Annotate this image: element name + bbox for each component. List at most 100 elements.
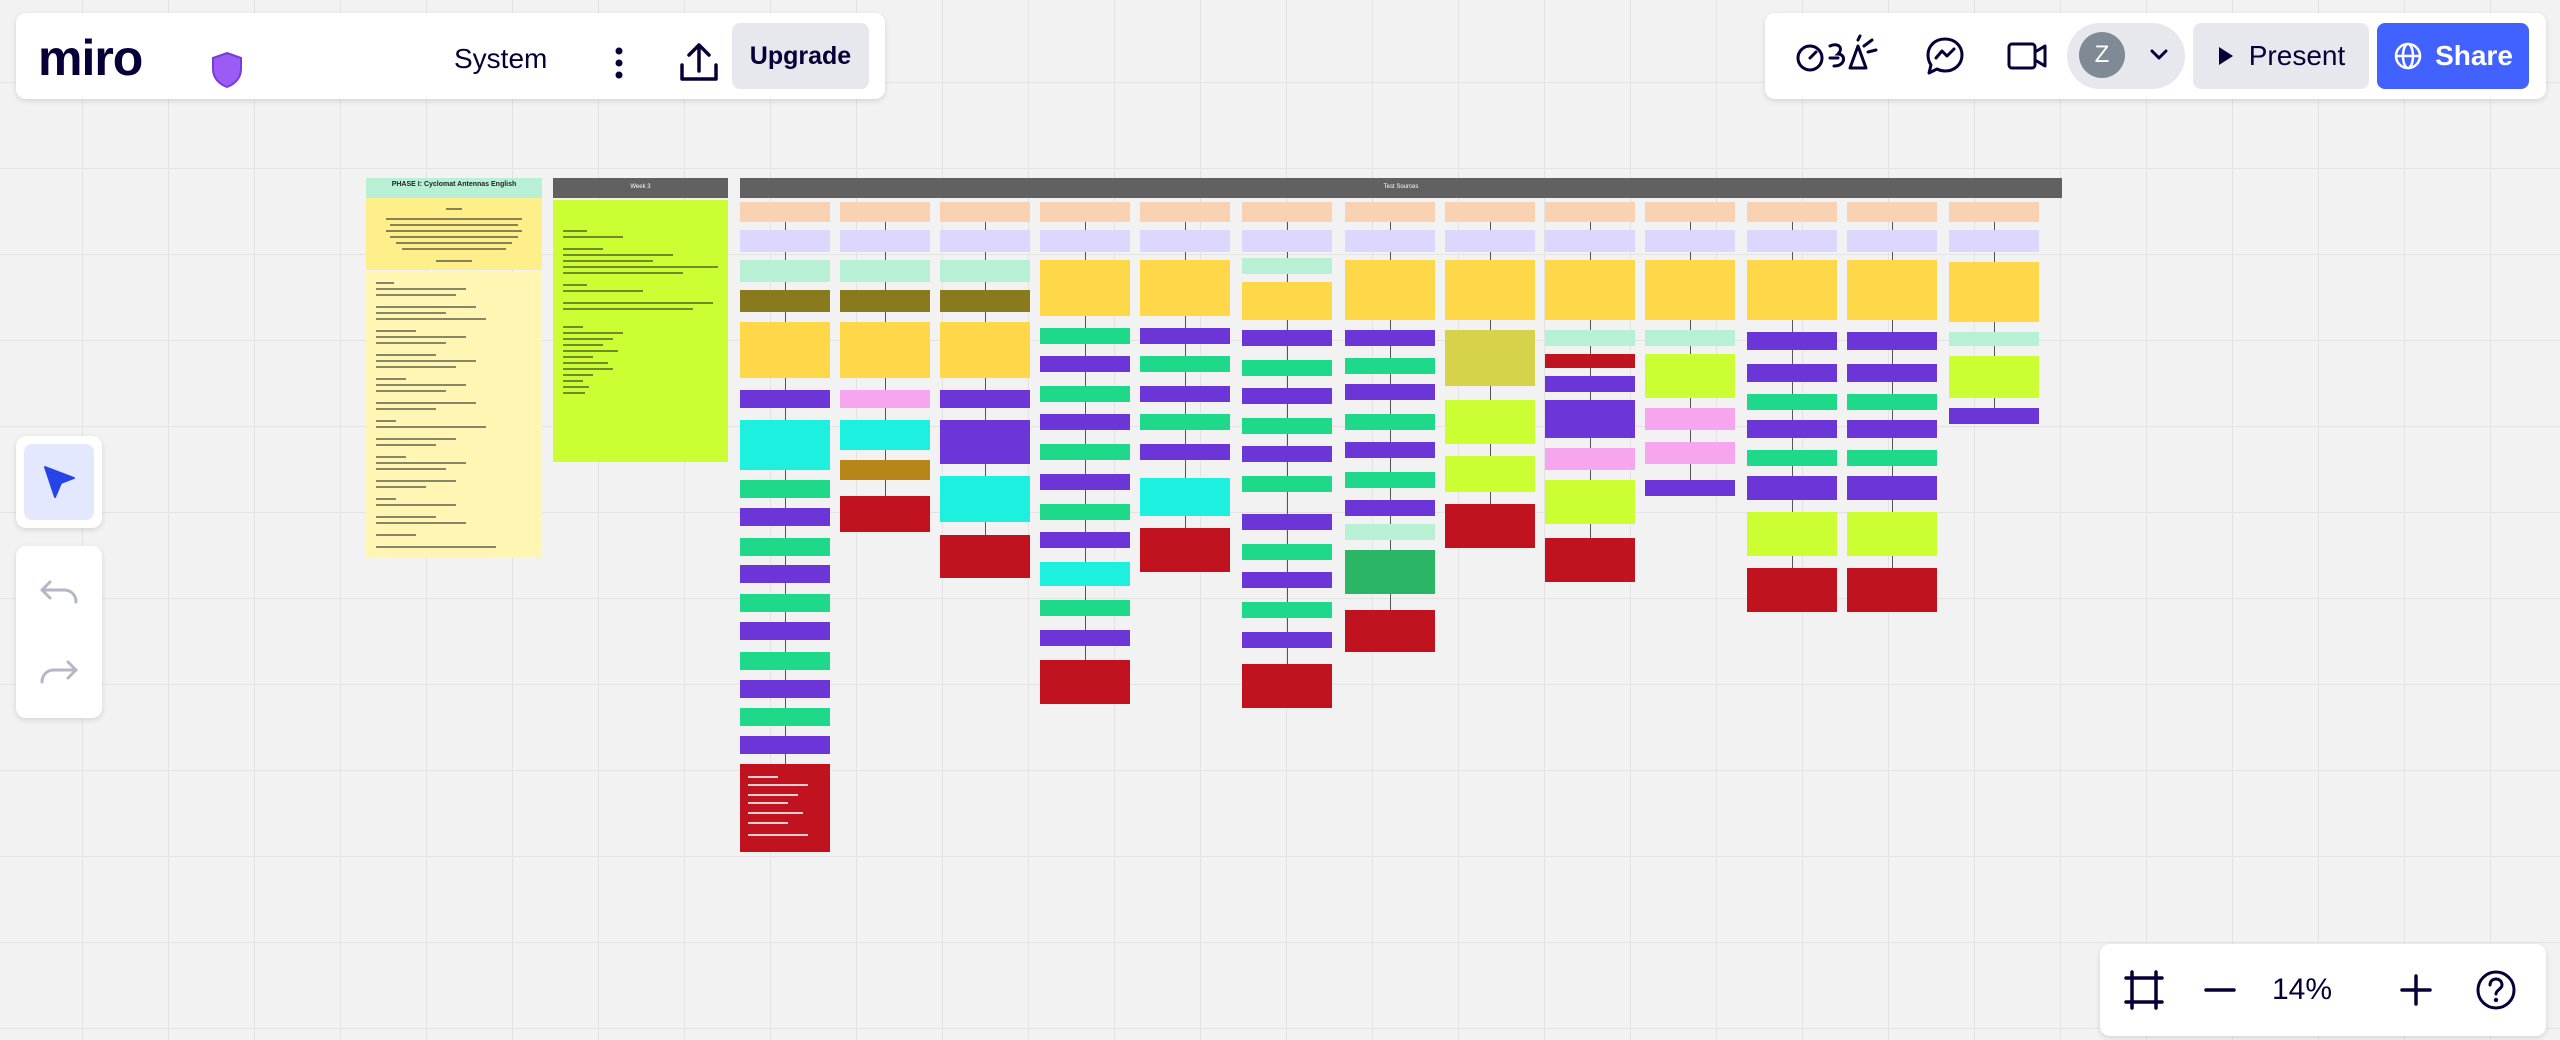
sticky-note[interactable] <box>740 708 830 726</box>
connector-line[interactable] <box>1792 222 1793 612</box>
sticky-note[interactable] <box>1140 386 1230 402</box>
sticky-note[interactable] <box>1445 456 1535 492</box>
zoom-out-button[interactable] <box>2200 944 2240 1036</box>
sticky-note[interactable] <box>1345 550 1435 594</box>
sticky-note[interactable] <box>1645 442 1735 464</box>
sticky-note[interactable] <box>1445 504 1535 548</box>
sticky-note[interactable] <box>1345 472 1435 488</box>
board-name[interactable]: System <box>454 43 548 74</box>
sticky-note[interactable] <box>940 290 1030 312</box>
sticky-note[interactable] <box>1445 202 1535 222</box>
sticky-note[interactable] <box>1545 376 1635 392</box>
video-call-button[interactable] <box>1999 13 2055 99</box>
sticky-note[interactable] <box>1242 202 1332 222</box>
sticky-note[interactable] <box>1345 358 1435 374</box>
sticky-note[interactable] <box>1242 282 1332 320</box>
sticky-note[interactable] <box>1345 414 1435 430</box>
sticky-note[interactable] <box>1345 500 1435 516</box>
sticky-note[interactable] <box>1645 260 1735 320</box>
sticky-note-header[interactable]: PHASE I: Cyclomat Antennas English <box>366 178 542 198</box>
frame-header[interactable]: Test Sources <box>740 178 2062 198</box>
sticky-note[interactable] <box>1847 450 1937 466</box>
sticky-note[interactable] <box>840 230 930 252</box>
sticky-note[interactable] <box>1747 450 1837 466</box>
sticky-note[interactable] <box>1949 332 2039 346</box>
sticky-note[interactable] <box>1040 386 1130 402</box>
sticky-note[interactable] <box>1242 632 1332 648</box>
sticky-note[interactable] <box>1747 476 1837 500</box>
sticky-note[interactable] <box>1140 414 1230 430</box>
sticky-note[interactable] <box>840 202 930 222</box>
sticky-note[interactable] <box>840 390 930 408</box>
sticky-note[interactable] <box>1747 202 1837 222</box>
collaborators-menu[interactable]: Z <box>2067 23 2185 89</box>
sticky-note[interactable] <box>740 680 830 698</box>
sticky-note[interactable] <box>1345 260 1435 320</box>
sticky-note[interactable] <box>1847 332 1937 350</box>
sticky-note[interactable] <box>1040 660 1130 704</box>
sticky-note[interactable] <box>1847 476 1937 500</box>
sticky-note[interactable] <box>1949 230 2039 252</box>
connector-line[interactable] <box>1994 222 1995 424</box>
sticky-note[interactable] <box>1345 610 1435 652</box>
sticky-note[interactable] <box>940 322 1030 378</box>
chat-button[interactable] <box>1917 13 1973 99</box>
sticky-note[interactable] <box>840 290 930 312</box>
sticky-note[interactable] <box>1242 664 1332 708</box>
sticky-note[interactable] <box>1545 230 1635 252</box>
sticky-note[interactable] <box>1847 260 1937 320</box>
sticky-note[interactable] <box>1040 630 1130 646</box>
sticky-note[interactable] <box>740 764 830 852</box>
connector-line[interactable] <box>1287 222 1288 708</box>
sticky-note[interactable] <box>1040 504 1130 520</box>
sticky-note[interactable] <box>553 200 728 462</box>
sticky-note[interactable] <box>1040 600 1130 616</box>
sticky-note[interactable] <box>1445 230 1535 252</box>
sticky-note[interactable] <box>740 736 830 754</box>
sticky-note[interactable] <box>740 538 830 556</box>
sticky-note[interactable] <box>1747 332 1837 350</box>
sticky-note[interactable] <box>1242 602 1332 618</box>
sticky-note[interactable] <box>1747 568 1837 612</box>
connector-line[interactable] <box>1892 222 1893 612</box>
sticky-note[interactable] <box>1847 420 1937 438</box>
sticky-note[interactable] <box>1040 328 1130 344</box>
sticky-note[interactable] <box>1847 202 1937 222</box>
sticky-note[interactable] <box>1847 394 1937 410</box>
sticky-note[interactable] <box>1847 512 1937 556</box>
sticky-note[interactable] <box>1949 202 2039 222</box>
sticky-note[interactable] <box>1545 480 1635 524</box>
sticky-note[interactable] <box>1645 480 1735 496</box>
sticky-note[interactable] <box>1040 230 1130 252</box>
sticky-note[interactable] <box>1645 330 1735 346</box>
sticky-note[interactable] <box>1040 562 1130 586</box>
reactions-button[interactable] <box>1793 13 1879 99</box>
sticky-note[interactable] <box>1040 260 1130 316</box>
zoom-in-button[interactable] <box>2396 944 2436 1036</box>
sticky-note[interactable] <box>366 198 542 270</box>
sticky-note[interactable] <box>740 390 830 408</box>
sticky-note[interactable] <box>1242 446 1332 462</box>
sticky-note[interactable] <box>1242 418 1332 434</box>
sticky-note[interactable] <box>1345 524 1435 540</box>
sticky-note[interactable] <box>1747 512 1837 556</box>
upgrade-button[interactable]: Upgrade <box>732 23 869 89</box>
sticky-note[interactable] <box>1040 532 1130 548</box>
sticky-note[interactable] <box>740 594 830 612</box>
sticky-note[interactable] <box>1949 262 2039 322</box>
sticky-note[interactable] <box>1645 408 1735 430</box>
sticky-note[interactable] <box>1345 384 1435 400</box>
zoom-level[interactable]: 14% <box>2271 973 2333 1006</box>
sticky-note[interactable] <box>740 565 830 583</box>
sticky-note[interactable] <box>1242 388 1332 404</box>
sticky-note[interactable] <box>940 230 1030 252</box>
sticky-note[interactable] <box>1140 328 1230 344</box>
sticky-note[interactable] <box>1345 202 1435 222</box>
sticky-note[interactable] <box>1040 356 1130 372</box>
sticky-note[interactable] <box>840 260 930 282</box>
connector-line[interactable] <box>1085 222 1086 704</box>
present-button[interactable]: Present <box>2193 23 2369 89</box>
sticky-note[interactable] <box>1040 414 1130 430</box>
sticky-note[interactable] <box>1140 444 1230 460</box>
